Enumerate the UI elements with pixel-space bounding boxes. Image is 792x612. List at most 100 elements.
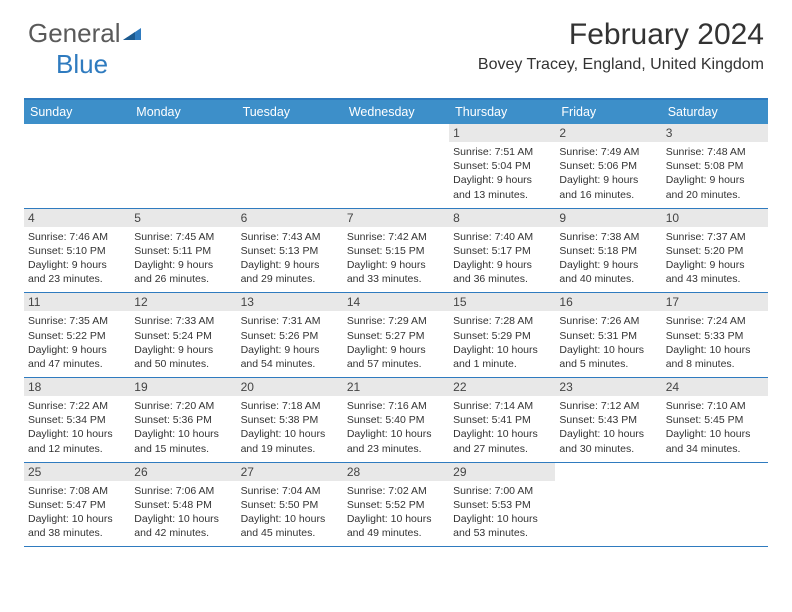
sun-info: Sunrise: 7:26 AMSunset: 5:31 PMDaylight:… (559, 314, 657, 371)
calendar-cell-empty (237, 124, 343, 208)
date-number: 19 (130, 378, 236, 396)
date-number: 27 (237, 463, 343, 481)
calendar-cell: 10 Sunrise: 7:37 AMSunset: 5:20 PMDayligh… (662, 209, 768, 293)
logo-triangle-icon (123, 29, 145, 46)
date-number: 10 (662, 209, 768, 227)
sun-info: Sunrise: 7:45 AMSunset: 5:11 PMDaylight:… (134, 230, 232, 287)
calendar-cell: 17 Sunrise: 7:24 AMSunset: 5:33 PMDayligh… (662, 293, 768, 377)
sun-info: Sunrise: 7:18 AMSunset: 5:38 PMDaylight:… (241, 399, 339, 456)
calendar-cell: 4 Sunrise: 7:46 AMSunset: 5:10 PMDaylight… (24, 209, 130, 293)
day-header-wednesday: Wednesday (343, 100, 449, 124)
calendar-cell: 18 Sunrise: 7:22 AMSunset: 5:34 PMDayligh… (24, 378, 130, 462)
sun-info: Sunrise: 7:33 AMSunset: 5:24 PMDaylight:… (134, 314, 232, 371)
date-number: 4 (24, 209, 130, 227)
calendar-cell-empty (24, 124, 130, 208)
calendar-cell: 20 Sunrise: 7:18 AMSunset: 5:38 PMDayligh… (237, 378, 343, 462)
calendar-cell: 26 Sunrise: 7:06 AMSunset: 5:48 PMDayligh… (130, 463, 236, 547)
sun-info: Sunrise: 7:06 AMSunset: 5:48 PMDaylight:… (134, 484, 232, 541)
date-number: 29 (449, 463, 555, 481)
sun-info: Sunrise: 7:04 AMSunset: 5:50 PMDaylight:… (241, 484, 339, 541)
location: Bovey Tracey, England, United Kingdom (478, 56, 764, 74)
sun-info: Sunrise: 7:10 AMSunset: 5:45 PMDaylight:… (666, 399, 764, 456)
calendar-cell: 1Sunrise: 7:51 AMSunset: 5:04 PMDaylight… (449, 124, 555, 208)
logo-blue: Blue (56, 49, 108, 79)
date-number: 7 (343, 209, 449, 227)
calendar-cell: 22 Sunrise: 7:14 AMSunset: 5:41 PMDayligh… (449, 378, 555, 462)
logo-general: General (28, 18, 121, 48)
date-number (24, 124, 130, 142)
calendar-cell: 27 Sunrise: 7:04 AMSunset: 5:50 PMDayligh… (237, 463, 343, 547)
calendar-cell: 12 Sunrise: 7:33 AMSunset: 5:24 PMDayligh… (130, 293, 236, 377)
date-number (130, 124, 236, 142)
date-number: 21 (343, 378, 449, 396)
calendar-cell-empty (130, 124, 236, 208)
calendar-cell: 13 Sunrise: 7:31 AMSunset: 5:26 PMDayligh… (237, 293, 343, 377)
sun-info: Sunrise: 7:22 AMSunset: 5:34 PMDaylight:… (28, 399, 126, 456)
title-block: February 2024 Bovey Tracey, England, Uni… (478, 18, 764, 74)
date-number: 20 (237, 378, 343, 396)
sun-info: Sunrise: 7:51 AMSunset: 5:04 PMDaylight:… (453, 145, 551, 202)
calendar-cell: 24 Sunrise: 7:10 AMSunset: 5:45 PMDayligh… (662, 378, 768, 462)
sun-info: Sunrise: 7:31 AMSunset: 5:26 PMDaylight:… (241, 314, 339, 371)
calendar-cell: 25Sunrise: 7:08 AMSunset: 5:47 PMDayligh… (24, 463, 130, 547)
calendar-cell: 16Sunrise: 7:26 AMSunset: 5:31 PMDayligh… (555, 293, 661, 377)
date-number: 26 (130, 463, 236, 481)
week-row: 4 Sunrise: 7:46 AMSunset: 5:10 PMDaylight… (24, 209, 768, 294)
sun-info: Sunrise: 7:37 AMSunset: 5:20 PMDaylight:… (666, 230, 764, 287)
date-number (555, 463, 661, 481)
day-header-row: SundayMondayTuesdayWednesdayThursdayFrid… (24, 100, 768, 124)
calendar-cell: 3Sunrise: 7:48 AMSunset: 5:08 PMDaylight… (662, 124, 768, 208)
calendar-cell-empty (555, 463, 661, 547)
logo: General Blue (28, 18, 145, 80)
date-number: 15 (449, 293, 555, 311)
calendar-cell: 9Sunrise: 7:38 AMSunset: 5:18 PMDaylight… (555, 209, 661, 293)
week-row: 11 Sunrise: 7:35 AMSunset: 5:22 PMDayligh… (24, 293, 768, 378)
date-number: 22 (449, 378, 555, 396)
week-row: 25Sunrise: 7:08 AMSunset: 5:47 PMDayligh… (24, 463, 768, 548)
calendar-cell: 15 Sunrise: 7:28 AMSunset: 5:29 PMDayligh… (449, 293, 555, 377)
date-number: 8 (449, 209, 555, 227)
day-header-tuesday: Tuesday (237, 100, 343, 124)
date-number: 9 (555, 209, 661, 227)
calendar-cell-empty (662, 463, 768, 547)
calendar-cell-empty (343, 124, 449, 208)
week-row: 18 Sunrise: 7:22 AMSunset: 5:34 PMDayligh… (24, 378, 768, 463)
calendar-cell: 29Sunrise: 7:00 AMSunset: 5:53 PMDayligh… (449, 463, 555, 547)
sun-info: Sunrise: 7:42 AMSunset: 5:15 PMDaylight:… (347, 230, 445, 287)
header: General Blue February 2024 Bovey Tracey,… (0, 0, 792, 88)
date-number: 13 (237, 293, 343, 311)
date-number: 11 (24, 293, 130, 311)
day-header-thursday: Thursday (449, 100, 555, 124)
sun-info: Sunrise: 7:28 AMSunset: 5:29 PMDaylight:… (453, 314, 551, 371)
sun-info: Sunrise: 7:40 AMSunset: 5:17 PMDaylight:… (453, 230, 551, 287)
calendar-cell: 11 Sunrise: 7:35 AMSunset: 5:22 PMDayligh… (24, 293, 130, 377)
sun-info: Sunrise: 7:49 AMSunset: 5:06 PMDaylight:… (559, 145, 657, 202)
sun-info: Sunrise: 7:29 AMSunset: 5:27 PMDaylight:… (347, 314, 445, 371)
sun-info: Sunrise: 7:48 AMSunset: 5:08 PMDaylight:… (666, 145, 764, 202)
date-number: 14 (343, 293, 449, 311)
date-number: 28 (343, 463, 449, 481)
date-number: 24 (662, 378, 768, 396)
calendar: SundayMondayTuesdayWednesdayThursdayFrid… (24, 98, 768, 547)
date-number: 17 (662, 293, 768, 311)
month-title: February 2024 (478, 18, 764, 52)
day-header-sunday: Sunday (24, 100, 130, 124)
date-number: 23 (555, 378, 661, 396)
sun-info: Sunrise: 7:46 AMSunset: 5:10 PMDaylight:… (28, 230, 126, 287)
calendar-cell: 7 Sunrise: 7:42 AMSunset: 5:15 PMDaylight… (343, 209, 449, 293)
day-header-saturday: Saturday (662, 100, 768, 124)
week-row: 1Sunrise: 7:51 AMSunset: 5:04 PMDaylight… (24, 124, 768, 209)
sun-info: Sunrise: 7:12 AMSunset: 5:43 PMDaylight:… (559, 399, 657, 456)
sun-info: Sunrise: 7:16 AMSunset: 5:40 PMDaylight:… (347, 399, 445, 456)
day-header-monday: Monday (130, 100, 236, 124)
calendar-cell: 2Sunrise: 7:49 AMSunset: 5:06 PMDaylight… (555, 124, 661, 208)
date-number: 5 (130, 209, 236, 227)
sun-info: Sunrise: 7:24 AMSunset: 5:33 PMDaylight:… (666, 314, 764, 371)
date-number: 12 (130, 293, 236, 311)
date-number: 18 (24, 378, 130, 396)
sun-info: Sunrise: 7:35 AMSunset: 5:22 PMDaylight:… (28, 314, 126, 371)
sun-info: Sunrise: 7:08 AMSunset: 5:47 PMDaylight:… (28, 484, 126, 541)
sun-info: Sunrise: 7:14 AMSunset: 5:41 PMDaylight:… (453, 399, 551, 456)
calendar-cell: 23 Sunrise: 7:12 AMSunset: 5:43 PMDayligh… (555, 378, 661, 462)
logo-text: General Blue (28, 18, 145, 80)
